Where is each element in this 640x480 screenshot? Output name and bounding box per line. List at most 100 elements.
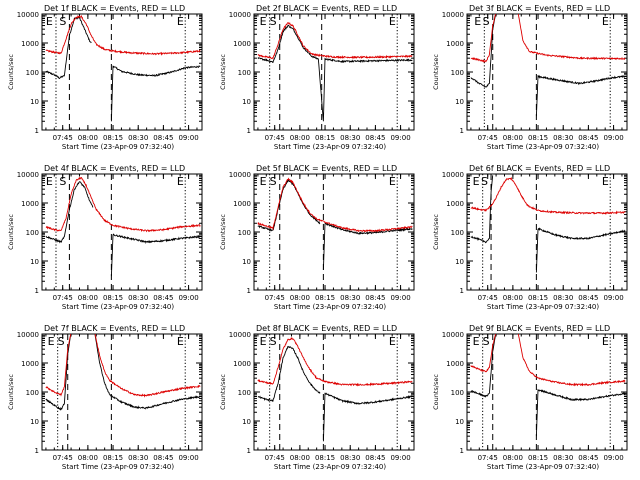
x-tick-label: 08:45 bbox=[153, 454, 173, 462]
series-line-lld bbox=[517, 334, 626, 387]
interval-letter: S bbox=[483, 15, 490, 28]
x-tick-label: 07:45 bbox=[265, 454, 285, 462]
y-tick-label: 1 bbox=[247, 127, 251, 135]
detector-panel-6: Det 6f BLACK = Events, RED = LLD 1 10 100 10… bbox=[432, 164, 628, 311]
interval-letter: E bbox=[389, 335, 396, 348]
y-axis-label: Counts/sec bbox=[219, 54, 227, 90]
x-tick-label: 07:45 bbox=[53, 454, 73, 462]
x-axis-label: Start Time (23-Apr-09 07:32:40) bbox=[487, 463, 599, 471]
y-tick-label: 10 bbox=[455, 98, 464, 106]
x-tick-label: 07:45 bbox=[265, 294, 285, 302]
y-tick-label: 1 bbox=[247, 447, 251, 455]
y-tick-label: 1 bbox=[35, 447, 39, 455]
series-line-events bbox=[257, 179, 321, 232]
interval-letter: E bbox=[473, 175, 480, 188]
x-tick-label: 07:45 bbox=[478, 134, 498, 142]
y-tick-label: 10000 bbox=[17, 331, 39, 339]
interval-letter: E bbox=[260, 335, 267, 348]
interval-letter: S bbox=[58, 335, 65, 348]
x-tick-label: 07:45 bbox=[265, 134, 285, 142]
x-tick-label: 08:30 bbox=[340, 294, 360, 302]
series-line-events bbox=[94, 334, 201, 410]
y-tick-label: 100 bbox=[26, 229, 39, 237]
series-line-events bbox=[322, 222, 413, 270]
panel-title: Det 2f BLACK = Events, RED = LLD bbox=[256, 4, 397, 13]
x-tick-label: 08:15 bbox=[528, 294, 548, 302]
x-tick-label: 08:00 bbox=[78, 134, 98, 142]
plot-frame bbox=[253, 333, 415, 451]
x-tick-label: 08:45 bbox=[365, 454, 385, 462]
interval-letter: E bbox=[46, 15, 53, 28]
x-axis-label: Start Time (23-Apr-09 07:32:40) bbox=[487, 303, 599, 311]
x-tick-label: 08:45 bbox=[578, 134, 598, 142]
series-line-events bbox=[470, 334, 497, 398]
x-axis-label: Start Time (23-Apr-09 07:32:40) bbox=[274, 463, 386, 471]
x-tick-label: 09:00 bbox=[178, 134, 198, 142]
series-line-lld bbox=[470, 14, 497, 63]
x-tick-label: 08:00 bbox=[290, 134, 310, 142]
interval-letter: E bbox=[260, 15, 267, 28]
x-tick-label: 07:45 bbox=[53, 134, 73, 142]
y-tick-label: 10 bbox=[455, 418, 464, 426]
x-tick-label: 09:00 bbox=[390, 294, 410, 302]
series-line-events bbox=[257, 345, 321, 403]
y-tick-label: 10000 bbox=[229, 171, 251, 179]
x-tick-label: 08:30 bbox=[128, 294, 148, 302]
x-tick-label: 08:15 bbox=[315, 454, 335, 462]
series-line-events bbox=[535, 388, 626, 437]
x-tick-label: 08:15 bbox=[528, 134, 548, 142]
interval-letter: E bbox=[602, 175, 609, 188]
y-tick-label: 10000 bbox=[442, 11, 464, 19]
x-tick-label: 08:30 bbox=[553, 134, 573, 142]
y-axis-label: Counts/sec bbox=[432, 54, 440, 90]
interval-letter: S bbox=[59, 175, 66, 188]
x-tick-label: 08:30 bbox=[340, 454, 360, 462]
detector-panel-4: Det 4f BLACK = Events, RED = LLD 1 10 100 10… bbox=[7, 164, 203, 311]
y-tick-label: 1000 bbox=[446, 40, 464, 48]
x-tick-label: 08:15 bbox=[315, 294, 335, 302]
x-axis-label: Start Time (23-Apr-09 07:32:40) bbox=[62, 463, 174, 471]
series-line-events bbox=[257, 24, 413, 122]
x-tick-label: 09:00 bbox=[390, 134, 410, 142]
panel-title: Det 9f BLACK = Events, RED = LLD bbox=[469, 324, 610, 333]
y-tick-label: 10000 bbox=[442, 171, 464, 179]
panel-title: Det 6f BLACK = Events, RED = LLD bbox=[469, 164, 610, 173]
x-tick-label: 09:00 bbox=[603, 294, 623, 302]
detector-panel-8: Det 8f BLACK = Events, RED = LLD 1 10 100 10… bbox=[219, 324, 415, 471]
detector-panel-2: Det 2f BLACK = Events, RED = LLD 1 10 100 10… bbox=[219, 4, 415, 151]
y-tick-label: 100 bbox=[451, 69, 464, 77]
y-tick-label: 1000 bbox=[233, 40, 251, 48]
x-tick-label: 08:00 bbox=[503, 134, 523, 142]
interval-letter: S bbox=[483, 335, 490, 348]
series-line-events bbox=[110, 65, 201, 122]
x-tick-label: 08:15 bbox=[103, 454, 123, 462]
interval-letter: S bbox=[59, 15, 66, 28]
interval-letter: E bbox=[48, 335, 55, 348]
series-line-events bbox=[110, 233, 201, 277]
interval-letter: E bbox=[177, 335, 184, 348]
y-tick-label: 10 bbox=[242, 98, 251, 106]
y-tick-label: 10000 bbox=[17, 171, 39, 179]
y-tick-label: 1 bbox=[460, 447, 464, 455]
plot-frame bbox=[253, 13, 415, 131]
y-tick-label: 10000 bbox=[229, 331, 251, 339]
x-tick-label: 08:45 bbox=[153, 294, 173, 302]
detector-panel-9: Det 9f BLACK = Events, RED = LLD 1 10 100 10… bbox=[432, 324, 628, 471]
interval-letter: E bbox=[177, 15, 184, 28]
series-line-lld bbox=[257, 21, 413, 60]
interval-letter: E bbox=[260, 175, 267, 188]
x-tick-label: 09:00 bbox=[603, 454, 623, 462]
x-tick-label: 08:30 bbox=[553, 294, 573, 302]
y-tick-label: 100 bbox=[238, 229, 251, 237]
x-tick-label: 09:00 bbox=[178, 294, 198, 302]
panel-title: Det 3f BLACK = Events, RED = LLD bbox=[469, 4, 610, 13]
detector-panel-7: Det 7f BLACK = Events, RED = LLD 1 10 100 10… bbox=[7, 324, 203, 471]
x-tick-label: 08:45 bbox=[578, 454, 598, 462]
y-tick-label: 10 bbox=[30, 98, 39, 106]
x-tick-label: 08:00 bbox=[78, 294, 98, 302]
y-tick-label: 10 bbox=[242, 258, 251, 266]
series-line-events bbox=[322, 392, 413, 442]
series-line-lld bbox=[257, 177, 413, 233]
detector-panel-1: Det 1f BLACK = Events, RED = LLD 1 10 100 10… bbox=[7, 4, 203, 151]
interval-letter: E bbox=[602, 335, 609, 348]
